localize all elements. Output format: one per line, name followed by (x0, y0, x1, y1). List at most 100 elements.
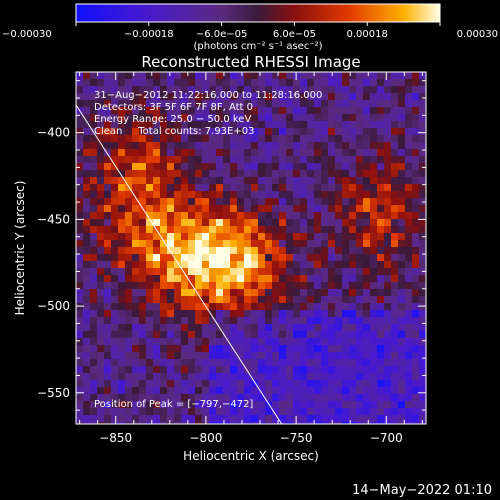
heatmap-cell (391, 184, 398, 191)
heatmap-cell (76, 135, 83, 142)
heatmap-cell (181, 163, 188, 170)
heatmap-cell (342, 380, 349, 387)
heatmap-cell (412, 268, 419, 275)
heatmap-cell (125, 380, 132, 387)
heatmap-cell (160, 142, 167, 149)
heatmap-cell (391, 324, 398, 331)
heatmap-cell (314, 247, 321, 254)
heatmap-cell (377, 310, 384, 317)
heatmap-cell (76, 331, 83, 338)
heatmap-cell (223, 135, 230, 142)
heatmap-cell (412, 394, 419, 401)
heatmap-cell (167, 345, 174, 352)
heatmap-cell (314, 72, 321, 79)
heatmap-cell (384, 289, 391, 296)
heatmap-cell (419, 135, 426, 142)
heatmap-cell (377, 79, 384, 86)
heatmap-cell (279, 93, 286, 100)
heatmap-cell (391, 275, 398, 282)
heatmap-cell (363, 212, 370, 219)
heatmap-cell (307, 128, 314, 135)
heatmap-cell (181, 149, 188, 156)
heatmap-cell (118, 163, 125, 170)
heatmap-cell (349, 282, 356, 289)
heatmap-cell (342, 352, 349, 359)
heatmap-cell (419, 380, 426, 387)
heatmap-cell (230, 366, 237, 373)
heatmap-cell (104, 170, 111, 177)
heatmap-cell (230, 219, 237, 226)
heatmap-cell (223, 268, 230, 275)
heatmap-cell (167, 170, 174, 177)
heatmap-cell (342, 149, 349, 156)
heatmap-cell (412, 128, 419, 135)
heatmap-cell (209, 352, 216, 359)
heatmap-cell (237, 156, 244, 163)
heatmap-cell (195, 296, 202, 303)
heatmap-cell (251, 219, 258, 226)
heatmap-cell (111, 408, 118, 415)
heatmap-cell (209, 177, 216, 184)
heatmap-cell (223, 289, 230, 296)
heatmap-cell (188, 100, 195, 107)
heatmap-cell (342, 142, 349, 149)
heatmap-cell (300, 149, 307, 156)
heatmap-cell (153, 387, 160, 394)
heatmap-cell (356, 296, 363, 303)
heatmap-cell (251, 331, 258, 338)
heatmap-cell (237, 240, 244, 247)
heatmap-cell (405, 394, 412, 401)
heatmap-cell (230, 338, 237, 345)
heatmap-cell (146, 373, 153, 380)
heatmap-cell (125, 142, 132, 149)
heatmap-cell (412, 324, 419, 331)
heatmap-cell (405, 296, 412, 303)
heatmap-cell (307, 282, 314, 289)
heatmap-cell (223, 352, 230, 359)
heatmap-cell (335, 100, 342, 107)
heatmap-cell (314, 275, 321, 282)
heatmap-cell (363, 261, 370, 268)
heatmap-cell (174, 107, 181, 114)
heatmap-cell (83, 163, 90, 170)
heatmap-cell (391, 72, 398, 79)
heatmap-cell (97, 338, 104, 345)
heatmap-cell (349, 184, 356, 191)
heatmap-cell (188, 156, 195, 163)
heatmap-cell (272, 415, 279, 422)
heatmap-cell (356, 86, 363, 93)
heatmap-cell (412, 247, 419, 254)
heatmap-cell (412, 415, 419, 422)
heatmap-cell (342, 296, 349, 303)
heatmap-cell (223, 142, 230, 149)
heatmap-cell (237, 408, 244, 415)
heatmap-cell (146, 233, 153, 240)
heatmap-cell (202, 352, 209, 359)
heatmap-cell (300, 233, 307, 240)
heatmap-cell (251, 240, 258, 247)
heatmap-cell (265, 135, 272, 142)
heatmap-cell (216, 226, 223, 233)
y-tick-label: −550 (37, 386, 70, 400)
heatmap-cell (356, 415, 363, 422)
heatmap-cell (139, 387, 146, 394)
heatmap-cell (76, 324, 83, 331)
heatmap-cell (377, 373, 384, 380)
heatmap-cell (377, 100, 384, 107)
heatmap-cell (328, 261, 335, 268)
heatmap-cell (118, 219, 125, 226)
heatmap-cell (237, 121, 244, 128)
heatmap-cell (90, 107, 97, 114)
heatmap-cell (251, 289, 258, 296)
heatmap-cell (188, 107, 195, 114)
heatmap-cell (181, 422, 188, 424)
heatmap-cell (272, 198, 279, 205)
heatmap-cell (90, 303, 97, 310)
heatmap-cell (342, 72, 349, 79)
heatmap-cell (328, 380, 335, 387)
heatmap-cell (272, 394, 279, 401)
heatmap-cell (398, 86, 405, 93)
heatmap-cell (237, 310, 244, 317)
heatmap-cell (223, 282, 230, 289)
heatmap-cell (125, 352, 132, 359)
